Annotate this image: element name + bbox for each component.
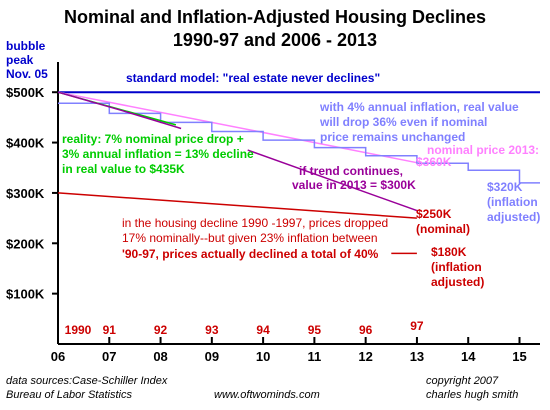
annotation-nineties-line2: 17% nominally--but given 23% inflation b…	[122, 231, 378, 245]
x-tick-label: 12	[358, 349, 372, 364]
annotation-reality-line1: reality: 7% nominal price drop +	[62, 132, 244, 146]
annotation-180k-line3: adjusted)	[431, 275, 484, 289]
annotation-trend-line1: if trend continues,	[299, 164, 403, 178]
nineties-year-labels: 1990 91 92 93 94 95 96 97	[65, 319, 424, 337]
x-tick-label: 13	[410, 349, 424, 364]
annotation-250k-line1: $250K	[416, 207, 452, 221]
y-tick-label: $100K	[6, 287, 45, 302]
annotation-nineties-line3: '90-97, prices actually declined a total…	[122, 247, 379, 261]
x-ticks: 06 07 08 09 10 11 12 13 14 15	[51, 337, 527, 364]
annotation-nominal-360: $360K	[416, 155, 452, 169]
annotation-nineties-line1: in the housing decline 1990 -1997, price…	[122, 216, 388, 230]
nineties-year-label: 1990	[65, 323, 92, 337]
annotation-reality-line3: in real value to $435K	[62, 162, 185, 176]
annotation-320-line1: $320K	[487, 180, 523, 194]
x-tick-label: 11	[308, 349, 322, 364]
peak-label-line1: bubble	[6, 39, 46, 53]
series-line-real_with_inflation	[58, 102, 540, 184]
annotation-inflation-line2: will drop 36% even if nominal	[319, 115, 487, 129]
annotation-320-line2: (inflation	[487, 195, 538, 209]
x-tick-label: 14	[461, 349, 476, 364]
peak-label-line3: Nov. 05	[6, 67, 48, 81]
annotation-250k-line2: (nominal)	[416, 222, 470, 236]
footer-copyright-line2: charles hugh smith	[426, 389, 518, 401]
series-line-trend_real	[57, 91, 182, 130]
annotation-standard-model: standard model: "real estate never decli…	[126, 71, 380, 85]
series-line-trend_real_cont	[247, 149, 418, 212]
peak-label-line2: peak	[6, 53, 34, 67]
chart-title-line1: Nominal and Inflation-Adjusted Housing D…	[64, 7, 486, 27]
chart-title-line2: 1990-97 and 2006 - 2013	[173, 30, 377, 50]
y-tick-label: $200K	[6, 236, 45, 251]
y-ticks: $500K $400K $300K $200K $100K	[6, 85, 58, 302]
x-tick-label: 09	[205, 349, 219, 364]
series-line-nineties_nominal	[57, 192, 417, 219]
footer-source-line2: Bureau of Labor Statistics	[6, 389, 132, 401]
y-tick-label: $300K	[6, 186, 45, 201]
annotation-180k-line1: $180K	[431, 245, 467, 259]
nineties-year-label: 97	[410, 319, 424, 333]
nineties-year-label: 96	[359, 323, 373, 337]
annotation-reality-line2: 3% annual inflation = 13% decline	[62, 147, 254, 161]
nineties-year-label: 93	[205, 323, 219, 337]
annotation-inflation-line1: with 4% annual inflation, real value	[319, 100, 519, 114]
footer-source-line1: data sources:Case-Schiller Index	[6, 375, 168, 387]
x-tick-label: 10	[256, 349, 270, 364]
x-tick-label: 07	[102, 349, 116, 364]
footer-copyright-line1: copyright 2007	[426, 375, 499, 387]
x-tick-label: 06	[51, 349, 65, 364]
annotation-nominal-2013: nominal price 2013:	[427, 143, 539, 157]
nineties-year-label: 92	[154, 323, 168, 337]
y-tick-label: $500K	[6, 85, 45, 100]
series-line-nominal	[57, 91, 418, 164]
nineties-year-label: 91	[103, 323, 117, 337]
annotation-trend-line2: value in 2013 = $300K	[292, 178, 416, 192]
footer-website: www.oftwominds.com	[214, 389, 320, 401]
annotation-inflation-line3: price remains unchanged	[320, 130, 465, 144]
nineties-year-label: 94	[256, 323, 270, 337]
x-tick-label: 15	[512, 349, 526, 364]
nineties-year-label: 95	[308, 323, 322, 337]
y-tick-label: $400K	[6, 136, 45, 151]
annotation-320-line3: adjusted)	[487, 210, 540, 224]
x-tick-label: 08	[153, 349, 167, 364]
series-lines	[57, 91, 540, 255]
annotation-180k-line2: (inflation	[431, 260, 482, 274]
